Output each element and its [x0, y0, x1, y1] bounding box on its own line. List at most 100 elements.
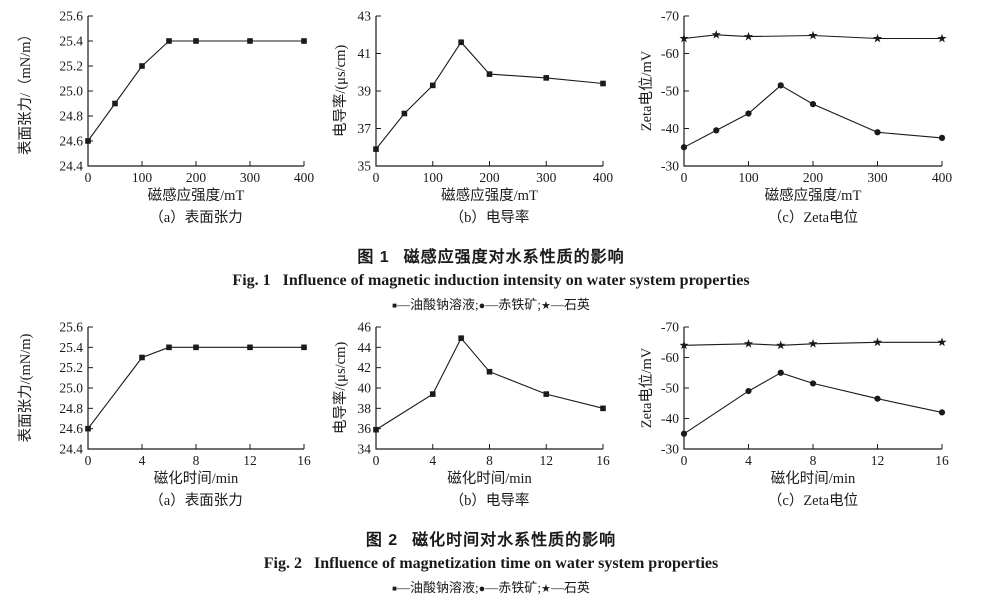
y-tick-label: -30: [661, 159, 679, 174]
star-marker-icon: ★: [540, 299, 551, 312]
y-tick-label: -60: [661, 350, 679, 365]
x-tick-label: 200: [479, 170, 500, 185]
figure-2-charts-row: 0 4 8 12 16 24.4 24.6 24.8 25.0 25.2 25.4 25.6 磁化时间/…: [0, 317, 982, 523]
y-tick-label: 24.4: [59, 442, 83, 457]
x-tick-label: 8: [486, 453, 493, 468]
circle-marker: [680, 430, 688, 437]
y-tick-label: 25.0: [59, 84, 83, 99]
chart-fig2-conductivity: 0 4 8 12 16 34 36 38 40 42 44 46 磁化时间/min 电导率/(μs/cm)…: [330, 317, 636, 523]
legend-item-label: —赤铁矿: [485, 297, 538, 312]
figure-2-caption-en-text: Influence of magnetization time on water…: [313, 555, 719, 572]
figure-1-caption-en-label: Fig. 1: [232, 272, 271, 289]
star-marker: [679, 33, 689, 43]
star-marker: [776, 340, 786, 350]
y-tick-label: -50: [661, 84, 679, 99]
chart-fig1-conductivity: 0 100 200 300 400 35 37 39 41 43 磁感应强度/mT 电导率/(μs/c…: [330, 2, 636, 240]
x-tick-label: 4: [139, 453, 146, 468]
series-line-circle: [683, 84, 943, 148]
y-tick-label: 25.0: [59, 381, 83, 396]
circle-marker: [938, 409, 946, 416]
star-marker: [872, 337, 883, 347]
chart-svg: 0 4 8 12 16 24.4 24.6 24.8 25.0 25.2 25.4 25.6 磁化时间/…: [17, 320, 311, 510]
square-marker: [166, 344, 172, 351]
square-marker: [401, 110, 408, 117]
square-marker: [486, 71, 493, 77]
circle-marker: [777, 369, 784, 376]
series-line-square: [87, 40, 304, 142]
x-tick-label: 400: [932, 170, 953, 185]
x-tick-label: 100: [738, 170, 759, 185]
star-marker: [743, 338, 754, 348]
star-marker: [937, 33, 947, 43]
chart-svg: 0 100 200 300 400 35 37 39 41 43 磁感应强度/mT 电导率/(μs/c…: [332, 9, 613, 227]
star-marker: [872, 33, 883, 43]
y-tick-label: 24.4: [59, 159, 83, 174]
legend-separator: ;: [475, 297, 479, 312]
circle-marker-icon: ●: [478, 299, 486, 312]
x-tick-label: 0: [681, 170, 688, 185]
x-tick-label: 16: [935, 453, 949, 468]
y-tick-label: -40: [661, 121, 679, 136]
star-marker: [679, 340, 689, 350]
y-axis-label: 表面张力/(mN/m): [17, 333, 34, 442]
x-tick-label: 300: [867, 170, 888, 185]
legend-item-label: —赤铁矿: [485, 580, 538, 594]
chart-subcaption: （c）Zeta电位: [768, 209, 858, 226]
circle-marker: [713, 127, 720, 134]
x-axis-label: 磁化时间/min: [771, 470, 856, 487]
y-tick-label: 40: [358, 381, 372, 396]
chart-svg: 0 4 8 12 16 34 36 38 40 42 44 46 磁化时间/min 电导率/(μs/cm)…: [332, 320, 610, 510]
legend-item-label: —石英: [550, 580, 590, 594]
figure-1-caption-zh-label: 图 1: [357, 249, 390, 266]
x-axis-label: 磁感应强度/mT: [441, 186, 538, 204]
legend-separator: ;: [537, 580, 541, 594]
series-line-square: [375, 337, 604, 431]
y-tick-label: -30: [661, 442, 679, 457]
chart-subcaption: （b）电导率: [450, 492, 530, 509]
chart-svg: 0 100 200 300 400 24.4 24.6 24.8 25.0 25.2 25.4 25.…: [17, 9, 314, 227]
figure-2-caption-en-label: Fig. 2: [263, 555, 302, 572]
x-tick-label: 12: [540, 453, 554, 468]
x-tick-label: 0: [681, 453, 688, 468]
square-marker-icon: ■: [392, 300, 397, 310]
legend-item-label: —油酸钠溶液: [397, 580, 476, 594]
x-tick-label: 100: [132, 170, 153, 185]
square-marker: [458, 39, 464, 46]
y-tick-label: 24.8: [59, 401, 83, 416]
square-marker: [166, 38, 172, 44]
x-axis-label: 磁感应强度/mT: [148, 186, 245, 204]
x-tick-label: 12: [243, 453, 257, 468]
series-line-circle: [683, 372, 943, 435]
y-tick-label: -40: [661, 411, 679, 426]
y-tick-label: 35: [358, 159, 372, 174]
y-tick-label: 24.6: [59, 421, 83, 436]
x-tick-label: 4: [745, 453, 752, 468]
y-tick-label: -50: [661, 381, 679, 396]
x-tick-label: 12: [871, 453, 885, 468]
y-tick-label: 24.8: [59, 109, 83, 124]
y-tick-label: 25.6: [59, 320, 83, 335]
figure-2-caption-zh: 图 2 磁化时间对水系性质的影响: [0, 526, 982, 550]
star-marker: [743, 31, 754, 41]
x-tick-label: 16: [297, 453, 311, 468]
x-tick-label: 8: [193, 453, 200, 468]
chart-subcaption: （a）表面张力: [149, 492, 242, 509]
square-marker: [301, 344, 307, 351]
x-tick-label: 0: [373, 170, 380, 185]
x-tick-label: 8: [810, 453, 817, 468]
square-marker: [139, 63, 145, 69]
x-tick-label: 100: [423, 170, 444, 185]
legend-separator: ;: [475, 580, 479, 594]
y-axis-label: Zeta电位/mV: [638, 50, 655, 131]
chart-subcaption: （b）电导率: [450, 209, 530, 226]
figure-1-charts-row: 0 100 200 300 400 24.4 24.6 24.8 25.0 25.2 25.4 25.…: [0, 2, 982, 240]
axes: [375, 16, 603, 167]
y-tick-label: -70: [661, 9, 679, 24]
circle-marker: [874, 129, 881, 136]
y-tick-label: -60: [661, 46, 679, 61]
circle-marker: [938, 134, 946, 141]
square-marker-icon: ■: [392, 583, 397, 593]
square-marker: [193, 344, 199, 351]
square-marker: [600, 80, 606, 87]
axes: [375, 327, 603, 450]
